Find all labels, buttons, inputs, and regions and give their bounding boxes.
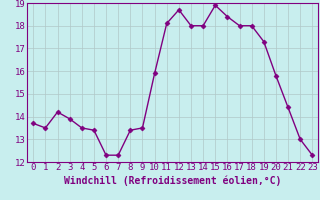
X-axis label: Windchill (Refroidissement éolien,°C): Windchill (Refroidissement éolien,°C): [64, 175, 282, 186]
